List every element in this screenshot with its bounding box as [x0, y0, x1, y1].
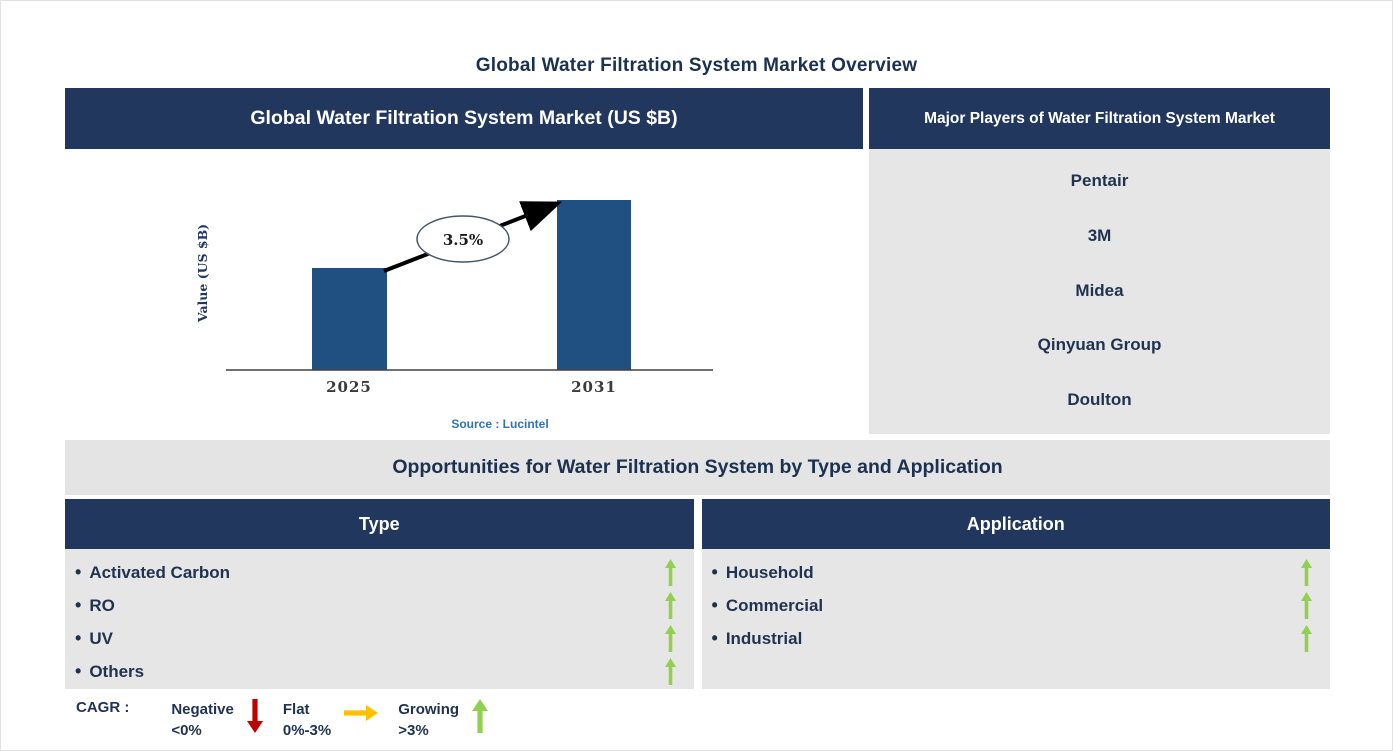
cagr-oval [416, 215, 510, 263]
growing-up-arrow-icon [1301, 559, 1312, 586]
list-item-label: RO [89, 595, 115, 615]
application-column-body: Household Commercial Industrial [701, 549, 1330, 689]
legend-entry-growing: Growing >3% [398, 699, 489, 741]
legend-entry-name: Growing [398, 701, 460, 718]
cagr-legend: CAGR : Negative <0% Flat 0%-3% Growing >… [76, 699, 508, 741]
list-item-label: Activated Carbon [89, 562, 231, 582]
negative-down-arrow-icon [246, 699, 263, 733]
players-panel-header: Major Players of Water Filtration System… [869, 88, 1330, 149]
type-column-header: Type [65, 499, 694, 549]
player-name: Pentair [1070, 171, 1129, 190]
legend-entry-name: Negative [171, 701, 234, 718]
x-tick-2031: 2031 [571, 378, 617, 396]
flat-right-arrow-icon [344, 705, 379, 721]
player-name: Doulton [1067, 390, 1132, 409]
list-item: Others [75, 655, 680, 688]
list-item: UV [75, 622, 680, 655]
list-item-label: Household [725, 562, 814, 582]
player-name: Qinyuan Group [1037, 335, 1162, 355]
cagr-value: 3.5% [443, 231, 483, 249]
legend-entry-range: <0% [171, 722, 202, 739]
list-item: Commercial [712, 589, 1317, 622]
legend-entry-text: Negative <0% [171, 699, 234, 741]
growing-up-arrow-icon [1301, 625, 1312, 652]
legend-label: CAGR : [76, 699, 130, 716]
top-row: Global Water Filtration System Market (U… [65, 88, 1330, 439]
growing-up-arrow-icon [1301, 592, 1312, 619]
growing-up-arrow-icon [664, 559, 676, 586]
legend-entry-name: Flat [282, 701, 310, 718]
legend-entry-flat: Flat 0%-3% [283, 699, 379, 741]
list-item: Household [712, 556, 1317, 589]
type-column: Type Activated Carbon RO UV [65, 499, 694, 689]
list-item-label: UV [89, 628, 113, 648]
major-players-panel: Major Players of Water Filtration System… [869, 88, 1330, 439]
growing-up-arrow-icon [472, 699, 489, 733]
legend-entry-negative: Negative <0% [171, 699, 263, 741]
bar-2031 [557, 200, 631, 370]
x-tick-2025: 2025 [326, 378, 372, 396]
opportunities-columns: Type Activated Carbon RO UV [65, 499, 1330, 689]
application-column: Application Household Commercial Industr… [701, 499, 1330, 689]
bar-2025 [312, 268, 387, 370]
chart-panel-header: Global Water Filtration System Market (U… [65, 88, 863, 149]
growing-up-arrow-icon [664, 592, 676, 619]
growing-up-arrow-icon [664, 658, 676, 685]
list-item: RO [75, 589, 680, 622]
player-name: Midea [1075, 280, 1124, 300]
opportunities-header: Opportunities for Water Filtration Syste… [65, 440, 1330, 495]
list-item-label: Industrial [725, 628, 803, 648]
player-name: 3M [1087, 225, 1112, 245]
growing-up-arrow-icon [664, 625, 676, 652]
list-item: Activated Carbon [75, 556, 680, 589]
y-axis-label: Value (US $B) [195, 224, 210, 323]
application-column-header: Application [701, 499, 1330, 549]
page-title: Global Water Filtration System Market Ov… [475, 55, 918, 76]
bar-chart: Value (US $B) 3.5% 2025 2031 [195, 200, 713, 396]
legend-entry-range: 0%-3% [282, 722, 332, 739]
legend-entry-text: Flat 0%-3% [283, 699, 331, 741]
list-item: Industrial [712, 622, 1317, 655]
type-column-body: Activated Carbon RO UV [65, 549, 694, 689]
market-chart-panel: Global Water Filtration System Market (U… [65, 88, 863, 439]
chart-body: Value (US $B) 3.5% 2025 2031 Source : Lu… [65, 149, 863, 439]
legend-entry-text: Growing >3% [398, 699, 459, 741]
players-list: Pentair 3M Midea Qinyuan Group Doulton [869, 149, 1330, 434]
legend-entry-range: >3% [398, 722, 429, 739]
source-note: Source : Lucintel [451, 417, 549, 431]
list-item-label: Commercial [725, 595, 824, 615]
list-item-label: Others [89, 661, 145, 681]
